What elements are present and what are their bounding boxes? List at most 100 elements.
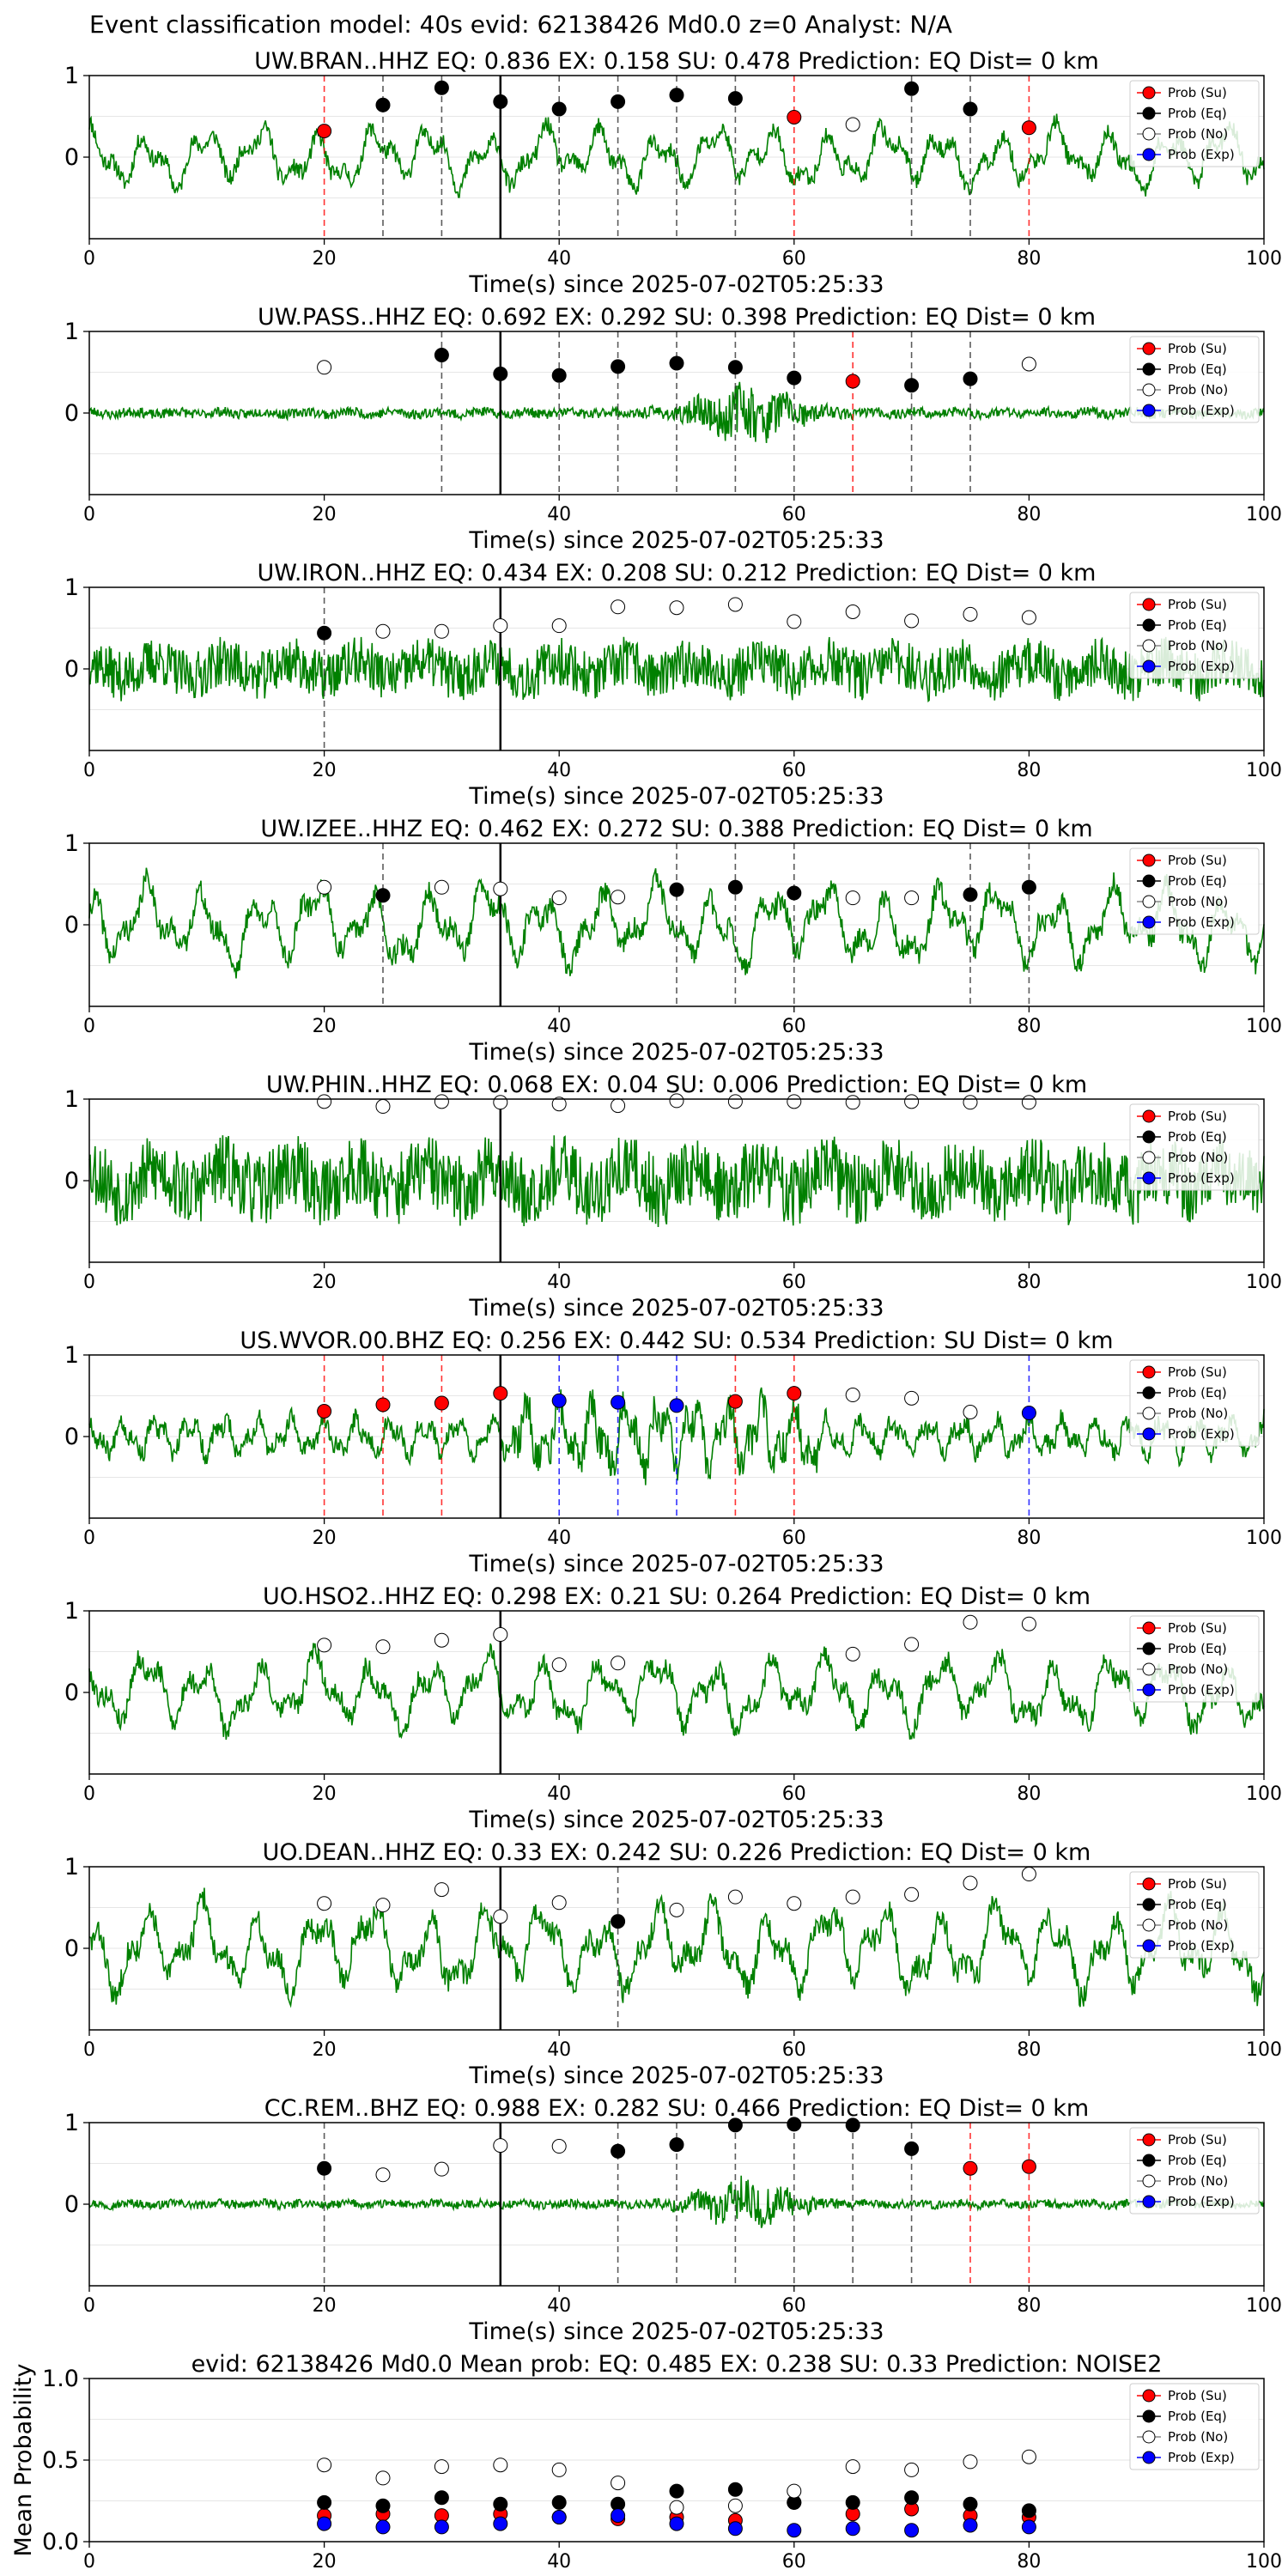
legend-label-eq: Prob (Eq): [1168, 361, 1227, 377]
x-tick-label: 60: [782, 2551, 806, 2573]
legend-label-eq: Prob (Eq): [1168, 1129, 1227, 1145]
prob-marker-eq: [787, 370, 802, 386]
prob-marker-no: [551, 1097, 567, 1112]
prob-marker-no: [611, 1656, 626, 1671]
prob-marker-no: [1021, 1616, 1036, 1631]
y-tick-label: 1: [64, 2110, 79, 2136]
y-axis-label: Mean Probability: [10, 2364, 37, 2557]
prob-marker-no: [787, 1094, 802, 1109]
y-tick-label: 1.0: [42, 2366, 79, 2392]
legend-box: [1129, 1359, 1260, 1447]
legend-marker-exp: [1142, 1939, 1156, 1953]
x-tick-label: 40: [547, 1783, 571, 1805]
mean-marker-eq: [845, 2494, 860, 2510]
prob-marker-no: [904, 890, 920, 906]
prob-marker-eq: [904, 81, 920, 96]
prob-marker-no: [317, 1094, 332, 1109]
prob-marker-eq: [904, 378, 920, 393]
panel-legend: Prob (Su) Prob (Eq) Prob (No) Prob (Exp): [1129, 592, 1260, 679]
station-panel-3: UW.IRON..HHZ EQ: 0.434 EX: 0.208 SU: 0.2…: [64, 560, 1282, 810]
x-axis-label: Time(s) since 2025-07-02T05:25:33: [468, 1039, 884, 1066]
legend-box: [1129, 1103, 1260, 1191]
x-tick-label: 40: [547, 2295, 571, 2317]
legend-marker-exp: [1142, 1683, 1156, 1697]
x-tick-label: 40: [547, 2039, 571, 2061]
legend-marker-eq: [1142, 2409, 1156, 2423]
panel-title: UW.IRON..HHZ EQ: 0.434 EX: 0.208 SU: 0.2…: [258, 560, 1097, 586]
legend-marker-no: [1142, 895, 1156, 908]
x-tick-label: 20: [313, 760, 337, 781]
x-tick-label: 80: [1017, 1272, 1041, 1293]
legend-marker-no: [1142, 2174, 1156, 2188]
legend-marker-exp: [1142, 2451, 1156, 2464]
prob-marker-su: [434, 1395, 449, 1411]
prob-marker-su: [317, 1404, 332, 1419]
x-axis-label: Time(s) since 2025-07-02T05:25:33: [468, 2063, 884, 2089]
legend-box: [1129, 2383, 1260, 2470]
legend-marker-eq: [1142, 2154, 1156, 2167]
legend-box: [1129, 848, 1260, 935]
prob-marker-eq: [727, 91, 743, 106]
figure-suptitle: Event classification model: 40s evid: 62…: [89, 10, 952, 39]
x-tick-label: 20: [313, 1272, 337, 1293]
prob-marker-no: [434, 2161, 449, 2177]
legend-label-eq: Prob (Eq): [1168, 1897, 1227, 1912]
prob-marker-no: [845, 1889, 860, 1905]
legend-marker-exp: [1142, 659, 1156, 673]
prob-marker-su: [375, 1397, 391, 1413]
x-axis-label: Time(s) since 2025-07-02T05:25:33: [468, 1295, 884, 1321]
y-tick-label: 0: [64, 1680, 79, 1706]
prob-marker-eq: [669, 355, 684, 371]
prob-marker-eq: [1021, 879, 1036, 895]
panel-legend: Prob (Su) Prob (Eq) Prob (No) Prob (Exp): [1129, 848, 1260, 935]
mean-marker-exp: [787, 2523, 802, 2538]
y-tick-label: 1: [64, 1598, 79, 1625]
mean-marker-eq: [493, 2496, 508, 2512]
mean-marker-no: [904, 2462, 920, 2477]
waveform-trace: [88, 636, 1265, 703]
waveform-trace: [88, 113, 1265, 198]
legend-label-eq: Prob (Eq): [1168, 106, 1227, 121]
y-tick-label: 0: [64, 1424, 79, 1450]
mean-marker-eq: [551, 2494, 567, 2510]
legend-label-su: Prob (Su): [1168, 597, 1227, 612]
mean-marker-exp: [375, 2519, 391, 2535]
mean-marker-exp: [317, 2516, 332, 2531]
x-tick-label: 60: [782, 1528, 806, 1549]
x-tick-label: 80: [1017, 504, 1041, 526]
legend-label-su: Prob (Su): [1168, 85, 1227, 100]
prob-marker-eq: [963, 101, 978, 117]
prob-marker-su: [1021, 120, 1036, 136]
y-tick-label: 1: [64, 830, 79, 857]
x-tick-label: 60: [782, 248, 806, 270]
x-tick-label: 0: [83, 1272, 95, 1293]
y-tick-label: 1: [64, 1854, 79, 1880]
prob-marker-exp: [551, 1393, 567, 1408]
prob-marker-no: [551, 1657, 567, 1673]
legend-label-eq: Prob (Eq): [1168, 1641, 1227, 1656]
prob-marker-eq: [611, 94, 626, 109]
prob-marker-eq: [904, 2141, 920, 2156]
legend-marker-eq: [1142, 1642, 1156, 1656]
mean-marker-no: [434, 2459, 449, 2475]
legend-marker-su: [1142, 854, 1156, 867]
prob-marker-no: [611, 890, 626, 905]
legend-label-exp: Prob (Exp): [1168, 914, 1235, 930]
legend-marker-no: [1142, 1406, 1156, 1420]
prob-marker-no: [904, 1886, 920, 1902]
x-tick-label: 80: [1017, 2039, 1041, 2061]
legend-marker-su: [1142, 1109, 1156, 1123]
prob-marker-eq: [375, 97, 391, 112]
prob-marker-no: [493, 1909, 508, 1924]
legend-marker-exp: [1142, 404, 1156, 417]
prob-marker-eq: [787, 885, 802, 901]
legend-marker-su: [1142, 2133, 1156, 2147]
mean-marker-no: [669, 2500, 684, 2515]
legend-box: [1129, 592, 1260, 679]
legend-marker-no: [1142, 639, 1156, 653]
mean-marker-exp: [845, 2521, 860, 2537]
station-panel-2: UW.PASS..HHZ EQ: 0.692 EX: 0.292 SU: 0.3…: [64, 304, 1282, 554]
legend-label-exp: Prob (Exp): [1168, 659, 1235, 674]
prob-marker-no: [845, 117, 860, 132]
x-tick-label: 0: [83, 2551, 95, 2573]
